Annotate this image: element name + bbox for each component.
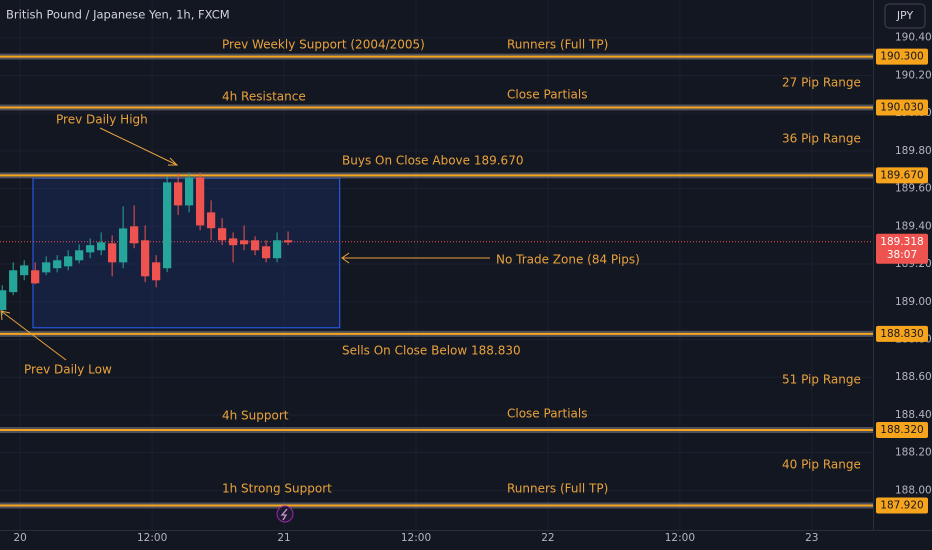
x-tick-label: 12:00 [665,532,695,544]
last-price-box [876,233,928,264]
arrow-head [168,157,179,166]
event-icon-glyph [280,508,288,521]
x-tick-label: 12:00 [401,532,431,544]
candle-body [206,212,216,229]
event-icon[interactable] [276,505,294,523]
arrow-head [0,310,11,321]
arrow-head [341,252,350,264]
candle-body [141,240,150,277]
currency-label: JPY [896,9,914,22]
level-label: 188.320 [880,424,923,436]
annotation: 1h Strong Support [222,482,332,496]
annotation: Close Partials [507,407,587,421]
currency-button[interactable] [884,3,926,29]
candle-body [9,270,18,293]
level-label: 188.830 [880,328,923,340]
annotation: 40 Pip Range [782,458,861,472]
annotation: Runners (Full TP) [507,482,608,496]
candle-body [0,290,7,311]
level-label: 189.670 [880,169,923,181]
candle-body [239,240,249,245]
y-tick-label: 188.000 [895,484,932,496]
y-tick-label: 189.600 [895,183,932,195]
annotation: Prev Daily Low [24,363,112,377]
last-price-label: 189.318 [880,236,923,248]
candle-body [195,177,205,226]
y-tick-label: 190.200 [895,69,932,81]
annotation: Buys On Close Above 189.670 [342,154,523,168]
x-tick-label: 20 [13,532,26,544]
candle-body [64,256,73,267]
y-tick-label: 190.400 [895,32,932,44]
x-tick-label: 12:00 [137,532,167,544]
annotation: Sells On Close Below 188.830 [342,344,521,358]
level-label-box [876,99,928,116]
level-label-box [876,422,928,439]
annotation: 27 Pip Range [782,76,861,90]
annotation: 36 Pip Range [782,132,861,146]
candle-body [97,242,106,251]
level-label: 187.920 [880,499,923,511]
candle-body [163,182,172,269]
x-tick-label: 21 [277,532,290,544]
annotations: Prev Weekly Support (2004/2005) Runners … [0,38,861,496]
x-tick-label: 22 [541,532,554,544]
arrow [99,127,178,166]
candle-body [250,240,260,251]
level-label-box [876,325,928,342]
candle-body [31,270,40,284]
annotation: 4h Support [222,409,289,423]
level-label-box [876,167,928,184]
annotation: No Trade Zone (84 Pips) [496,253,640,267]
candle-body [261,246,271,259]
candle-body [20,265,29,276]
level-label: 190.030 [880,102,923,114]
y-tick-label: 188.600 [895,371,932,383]
y-tick-label: 189.000 [895,296,932,308]
y-tick-label: 188.400 [895,409,932,421]
annotation: Close Partials [507,88,587,102]
candle-body [217,228,227,241]
annotation: 51 Pip Range [782,373,861,387]
candle-body [152,262,161,281]
candle-body [75,250,84,261]
level-label-box [876,497,928,514]
candle-body [173,182,183,206]
candle-body [42,262,51,273]
annotation: Prev Weekly Support (2004/2005) [222,38,425,52]
candles-layer [0,172,293,316]
arrow [0,310,67,361]
annotation: Prev Daily High [56,113,148,127]
candle-body [86,245,95,253]
annotation: Runners (Full TP) [507,38,608,52]
candle-body [130,226,139,244]
level-label-box [876,48,928,65]
candle-body [272,240,282,259]
chart-title: British Pound / Japanese Yen, 1h, FXCM [6,8,230,22]
candle-body [184,177,194,206]
candle-body [228,238,238,246]
annotation: 4h Resistance [222,90,306,104]
y-tick-label: 189.400 [895,220,932,232]
level-label: 190.300 [880,51,923,63]
candle-body [108,243,117,263]
y-tick-label: 188.200 [895,447,932,459]
x-tick-label: 23 [805,532,818,544]
y-tick-label: 189.800 [895,145,932,157]
countdown-label: 38:07 [887,249,917,261]
levels-layer [0,53,873,509]
candle-body [119,228,128,263]
candle-body [53,260,62,269]
candle-body [283,240,293,243]
